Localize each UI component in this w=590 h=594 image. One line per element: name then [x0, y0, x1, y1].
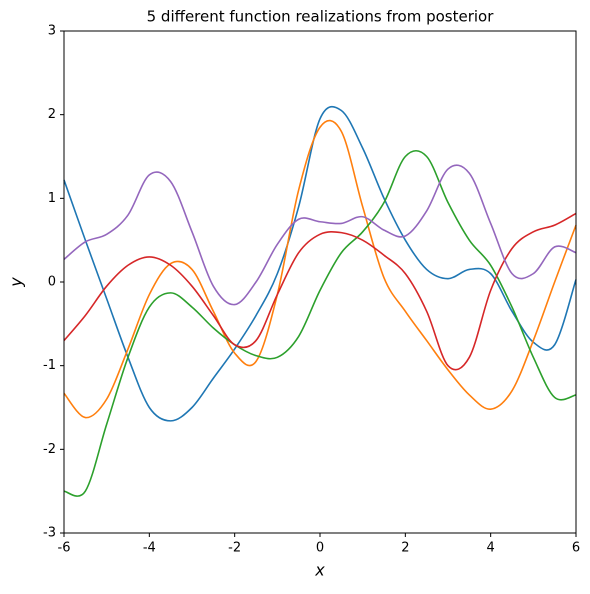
y-tick-label: 2: [48, 107, 56, 122]
series-line: [63, 119, 577, 419]
x-tick-label: -4: [143, 541, 156, 556]
plot-frame: [63, 30, 577, 534]
x-tick-label: -6: [58, 541, 71, 556]
y-axis-label: y: [7, 277, 26, 288]
chart-title: 5 different function realizations from p…: [147, 8, 495, 26]
x-tick-label: 6: [572, 541, 580, 556]
x-tick-label: 2: [401, 541, 409, 556]
y-tick-label: -1: [43, 358, 56, 373]
y-tick-label: 0: [48, 275, 56, 290]
x-tick-label: 4: [487, 541, 495, 556]
y-tick-label: -3: [43, 526, 56, 541]
y-tick-label: -2: [43, 442, 56, 457]
y-tick-label: 1: [48, 191, 56, 206]
series-line: [63, 212, 577, 371]
x-tick-label: -2: [228, 541, 241, 556]
x-tick-label: 0: [316, 541, 324, 556]
series-line: [63, 164, 577, 306]
series-line: [63, 105, 577, 422]
y-tick-label: 3: [48, 24, 56, 39]
x-axis-label: x: [314, 561, 325, 580]
series-line: [63, 149, 577, 497]
